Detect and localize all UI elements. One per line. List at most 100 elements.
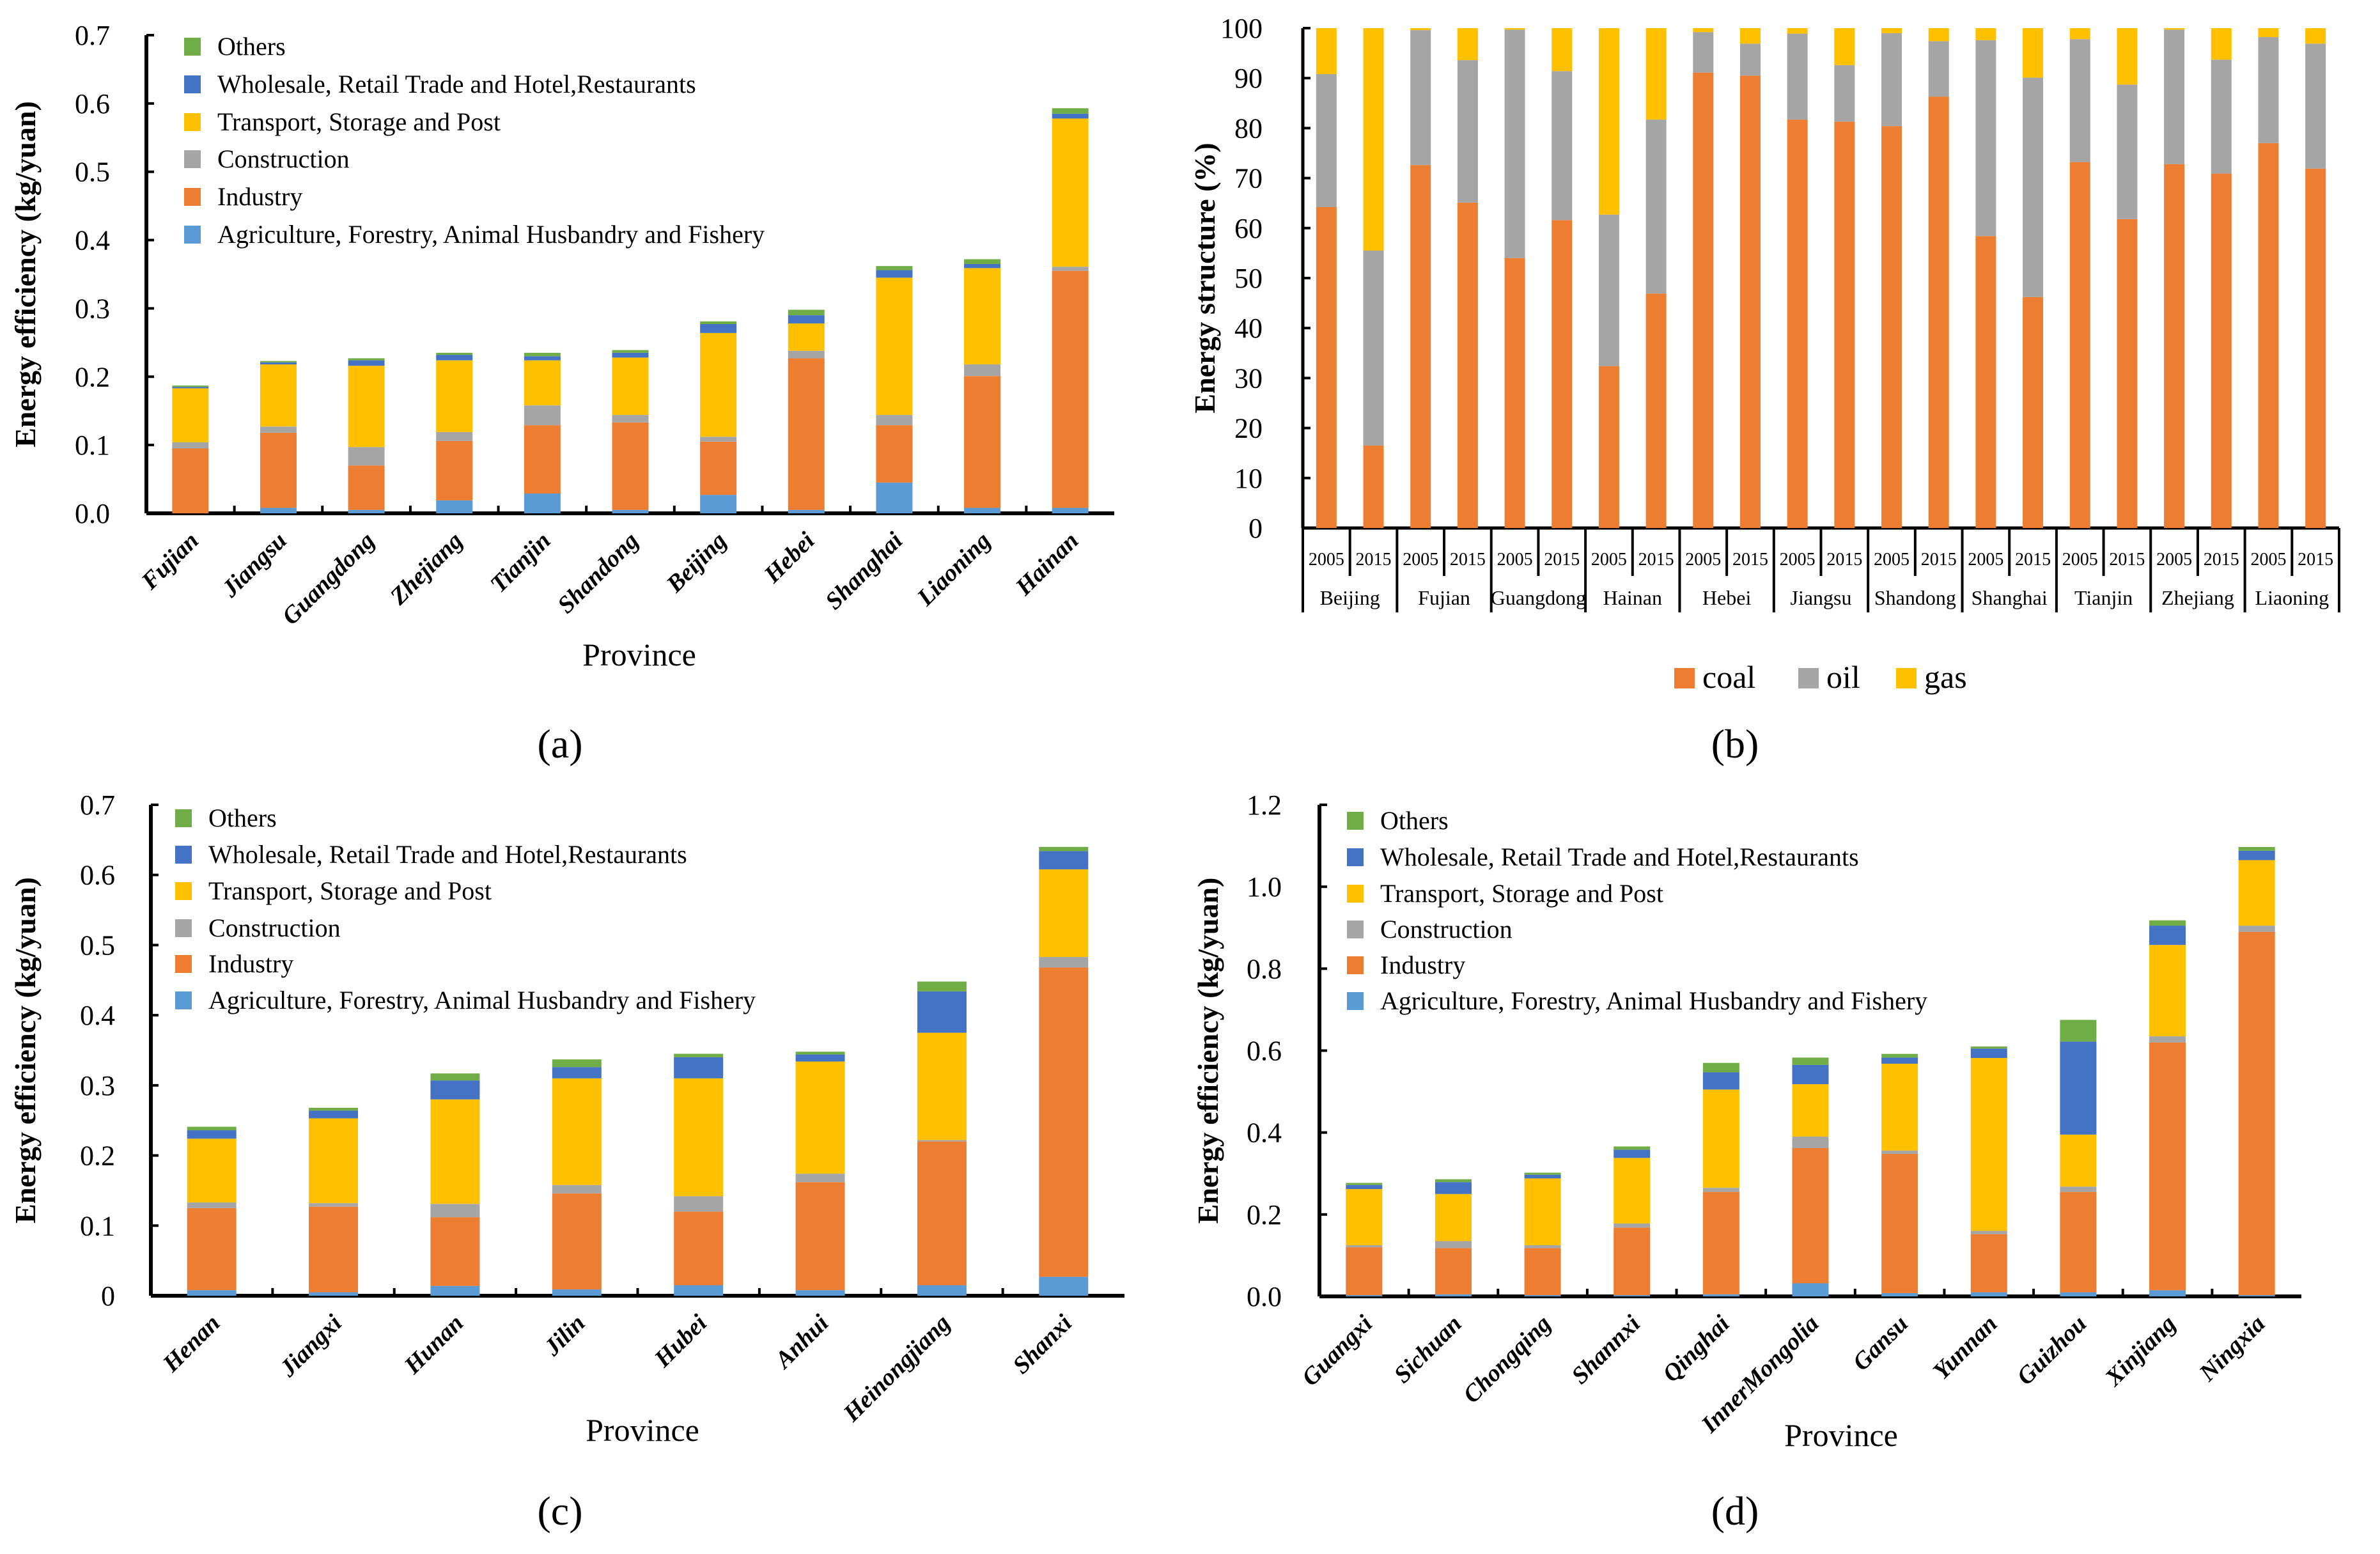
x-tick-label: Ningxia [2194, 1310, 2271, 1387]
bar-construction-Shannxi [1614, 1223, 1651, 1228]
bar-coal-Zhejiang-2015 [2211, 173, 2232, 528]
bar-transport-Zhejiang [436, 360, 473, 432]
bar-others-Shanxi [1039, 846, 1089, 851]
panel-label: (c) [537, 1488, 582, 1534]
bar-agriculture-Hainan [1052, 508, 1089, 513]
x-tick-label: Jiangsu [216, 527, 292, 603]
bar-gas-Liaoning-2005 [2258, 28, 2279, 38]
bar-construction-Shanghai [876, 415, 913, 426]
y-tick-label: 0.0 [75, 498, 110, 529]
bar-coal-Zhejiang-2005 [2164, 164, 2185, 529]
bar-others-Shandong [612, 350, 649, 353]
bar-others-Chongqing [1524, 1172, 1561, 1175]
bar-gas-Guangdong-2005 [1504, 28, 1525, 30]
bar-transport-Gansu [1881, 1064, 1918, 1151]
bar-industry-Guangxi [1346, 1247, 1383, 1296]
bar-coal-Tianjin-2005 [2069, 162, 2090, 529]
y-tick-label: 70 [1234, 163, 1263, 194]
bar-others-Guangdong [348, 358, 385, 361]
bar-construction-Hunan [430, 1204, 480, 1218]
bar-gas-Hainan-2015 [1645, 28, 1667, 120]
bar-coal-Liaoning-2005 [2258, 143, 2279, 529]
bar-industry-Hubei [674, 1211, 724, 1286]
legend-swatch-agriculture [175, 991, 192, 1009]
bar-transport-Heinongjiang [917, 1032, 967, 1140]
year-label: 2015 [2109, 550, 2145, 570]
bar-gas-Beijing-2005 [1316, 28, 1337, 74]
legend-label-construction: Construction [1380, 915, 1513, 944]
bar-coal-Fujian-2005 [1410, 165, 1431, 528]
x-tick-label: Hubei [649, 1309, 712, 1372]
bar-agriculture-Shandong [612, 509, 649, 513]
bar-wholesale-InnerMongolia [1792, 1064, 1829, 1085]
x-tick-label: Hebei [759, 527, 820, 588]
bar-wholesale-Beijing [700, 324, 737, 333]
bar-construction-Hebei [788, 350, 825, 359]
bar-transport-Guangdong [348, 366, 385, 447]
province-label: Zhejiang [2161, 586, 2234, 609]
bar-wholesale-Guangxi [1346, 1185, 1383, 1190]
legend-label-industry: Industry [1380, 951, 1465, 979]
bar-industry-Liaoning [964, 376, 1001, 508]
bar-construction-Qinghai [1702, 1188, 1739, 1192]
bar-gas-Zhejiang-2015 [2211, 28, 2232, 60]
bar-construction-Xinjiang [2149, 1036, 2186, 1043]
bar-others-InnerMongolia [1792, 1057, 1829, 1065]
bar-gas-Fujian-2005 [1410, 28, 1431, 31]
y-tick-label: 0.4 [80, 1000, 115, 1031]
x-tick-label: Hainan [1010, 527, 1084, 602]
bar-transport-Yunnan [1970, 1058, 2007, 1231]
province-label: Hebei [1702, 586, 1752, 609]
bar-coal-Guangdong-2015 [1552, 220, 1573, 528]
bar-transport-Shanghai [876, 277, 913, 416]
bar-oil-Hebei-2015 [1739, 43, 1761, 76]
year-label: 2005 [1780, 550, 1816, 570]
x-tick-label: Henan [157, 1310, 226, 1378]
year-label: 2015 [1826, 550, 1862, 570]
year-label: 2015 [1638, 550, 1674, 570]
y-axis-title: Energy efficiency (kg/yuan) [9, 877, 42, 1224]
chart-a: 0.0 0.1 0.2 0.3 0.4 0.5 0.6 0.7 Fujian JiangsuGua… [9, 20, 1114, 766]
bar-wholesale-Yunnan [1970, 1048, 2007, 1059]
legend-swatch-industry [184, 188, 201, 206]
bar-others-Guangxi [1346, 1183, 1383, 1185]
bar-wholesale-Zhejiang [436, 355, 473, 361]
legend-label-transport: Transport, Storage and Post [217, 107, 501, 136]
legend-label-agriculture: Agriculture, Forestry, Animal Husbandry … [208, 986, 756, 1014]
bar-agriculture-Ningxia [2238, 1295, 2275, 1296]
bar-industry-Zhejiang [436, 440, 473, 501]
bar-others-Jiangsu [260, 361, 297, 362]
x-tick-label: Heinongjiang [838, 1310, 956, 1427]
legend-swatch-industry [175, 955, 192, 973]
y-tick-label: 0.0 [1247, 1281, 1282, 1312]
y-tick-label: 90 [1234, 63, 1263, 94]
bar-construction-Jiangxi [309, 1203, 359, 1207]
bar-oil-Hebei-2005 [1693, 32, 1714, 73]
bar-others-Liaoning [964, 259, 1001, 264]
y-tick-label: 0.8 [1247, 953, 1282, 984]
legend-swatch-transport [1347, 885, 1364, 903]
bar-industry-Yunnan [1970, 1234, 2007, 1293]
y-tick-label: 0.5 [75, 157, 110, 188]
x-tick-label: Shandong [552, 527, 644, 619]
bar-transport-Shandong [612, 357, 649, 416]
bar-construction-Hainan [1052, 267, 1089, 271]
bar-others-Yunnan [1970, 1046, 2007, 1049]
bar-construction-Tianjin [524, 405, 561, 426]
bar-wholesale-Jiangxi [309, 1110, 359, 1119]
y-tick-label: 40 [1234, 313, 1263, 344]
bar-others-Tianjin [524, 352, 561, 357]
legend-label-industry: Industry [208, 949, 293, 978]
bar-gas-Beijing-2015 [1363, 28, 1384, 251]
bar-industry-Ningxia [2238, 931, 2275, 1296]
bar-gas-Hainan-2005 [1598, 28, 1619, 215]
bar-gas-Fujian-2015 [1457, 28, 1478, 61]
bar-agriculture-Guangdong [348, 509, 385, 513]
bar-coal-Jiangsu-2005 [1787, 120, 1808, 528]
bar-construction-InnerMongolia [1792, 1137, 1829, 1149]
y-tick-label: 0.4 [75, 225, 110, 256]
bar-industry-Guangdong [348, 465, 385, 510]
bar-others-Xinjiang [2149, 920, 2186, 926]
legend-label-construction: Construction [217, 144, 350, 173]
legend-label-others: Others [1380, 806, 1449, 835]
